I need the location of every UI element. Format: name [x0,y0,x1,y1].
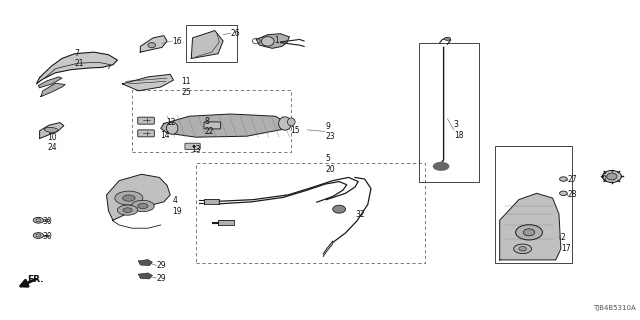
Polygon shape [256,34,289,48]
Ellipse shape [36,219,41,222]
Text: 16: 16 [172,36,182,45]
FancyBboxPatch shape [138,130,154,137]
FancyBboxPatch shape [185,143,200,149]
Text: 29: 29 [156,274,166,283]
Polygon shape [140,36,167,52]
Text: FR.: FR. [27,275,44,284]
Text: 10
24: 10 24 [47,133,57,152]
Circle shape [433,163,449,170]
Polygon shape [106,174,170,220]
Text: 5
20: 5 20 [325,154,335,173]
Polygon shape [38,77,62,88]
Ellipse shape [607,173,617,180]
Bar [196,163,425,263]
Ellipse shape [559,191,567,196]
Ellipse shape [333,205,346,213]
Ellipse shape [602,171,621,182]
Polygon shape [138,273,152,279]
Circle shape [117,205,138,215]
FancyBboxPatch shape [138,117,154,124]
Polygon shape [191,31,223,59]
Text: 4
19: 4 19 [172,196,182,216]
Polygon shape [40,123,64,139]
Text: 32: 32 [355,210,365,219]
Ellipse shape [148,43,156,48]
Polygon shape [36,52,117,84]
Text: 13: 13 [191,145,201,154]
Ellipse shape [44,127,58,132]
Ellipse shape [33,233,44,238]
Text: 9
23: 9 23 [325,122,335,141]
Text: 2
17: 2 17 [561,233,570,253]
Polygon shape [122,74,173,91]
Circle shape [122,195,135,201]
Ellipse shape [261,36,274,46]
Text: 14: 14 [161,131,170,140]
Polygon shape [161,114,287,137]
Text: 30: 30 [42,217,52,226]
Ellipse shape [444,37,451,40]
Ellipse shape [516,225,542,240]
Ellipse shape [287,118,295,126]
Text: 1: 1 [274,36,279,44]
Polygon shape [41,83,65,97]
Text: 11
25: 11 25 [181,77,191,97]
Circle shape [131,200,154,212]
Bar [495,146,572,263]
Text: 27: 27 [567,175,577,184]
Polygon shape [218,220,234,225]
Ellipse shape [278,117,291,130]
Ellipse shape [559,177,567,181]
Ellipse shape [36,234,41,237]
Ellipse shape [166,122,178,134]
Bar [419,43,479,182]
Text: 26: 26 [231,28,241,38]
Text: TJB4B5310A: TJB4B5310A [593,305,636,311]
Ellipse shape [33,217,44,223]
Text: 15: 15 [290,126,300,135]
Text: 6: 6 [602,173,607,182]
Ellipse shape [519,247,527,251]
Text: 28: 28 [567,190,577,199]
Circle shape [115,191,143,205]
Circle shape [138,204,148,209]
Bar [132,90,291,152]
Text: 29: 29 [156,261,166,270]
Text: 12: 12 [166,118,175,127]
Text: 3
18: 3 18 [454,120,463,140]
FancyBboxPatch shape [204,122,221,129]
Ellipse shape [524,229,535,236]
Text: 8
22: 8 22 [204,117,214,136]
Polygon shape [204,199,220,204]
Text: 30: 30 [42,232,52,241]
Circle shape [123,208,132,212]
Polygon shape [138,260,152,266]
Ellipse shape [514,244,532,253]
Text: 7
21: 7 21 [75,49,84,68]
Bar [186,25,237,62]
Polygon shape [500,193,561,260]
